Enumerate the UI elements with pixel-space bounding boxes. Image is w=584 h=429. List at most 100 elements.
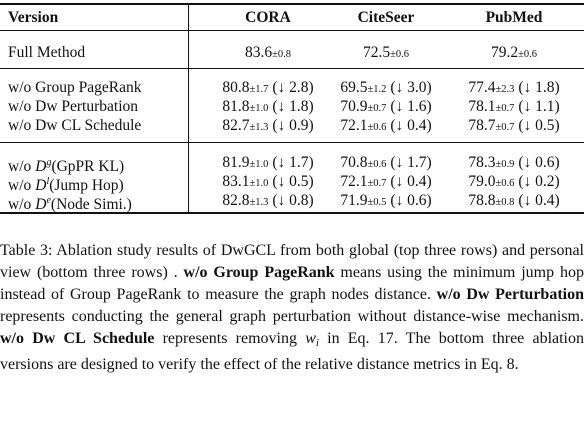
delta: (↓ 0.6) (390, 192, 432, 209)
mean: 83.6 (244, 44, 273, 61)
std: ±0.6 (367, 159, 387, 170)
std: ±1.0 (249, 159, 269, 170)
std: ±1.3 (249, 197, 269, 208)
caption: Table 3: Ablation study results of DwGCL… (0, 240, 584, 376)
mean: 79.0 (468, 173, 496, 190)
mean: 81.9 (222, 154, 250, 171)
mean: 80.8 (222, 79, 250, 96)
caption-plain: represents removing (154, 330, 306, 347)
delta: (↓ 1.8) (272, 98, 314, 115)
caption-plain: means using the minimum jump hop instead… (0, 264, 584, 303)
delta: (↓ 0.2) (518, 173, 560, 190)
caption-bold: w/o Dw Perturbation (436, 286, 584, 303)
value-cell: 69.5±1.2 (↓ 3.0) (340, 78, 431, 99)
std: ±0.7 (367, 103, 387, 114)
row-label: w/o Dw CL Schedule (8, 116, 141, 135)
row-label: w/o De(Node Simi.) (8, 191, 132, 214)
delta: (↓ 0.4) (518, 192, 560, 209)
column-rule (188, 68, 189, 142)
caption-bold: w/o Group PageRank (183, 264, 335, 281)
label-sup: g (46, 157, 52, 168)
std: ±1.7 (249, 84, 269, 95)
label-symbol: D (35, 196, 47, 213)
label-prefix: w/o (8, 158, 32, 175)
mean: 79.2 (490, 44, 519, 61)
std: ±0.6 (518, 49, 538, 60)
std: ±0.6 (390, 49, 410, 60)
delta: (↓ 0.5) (272, 173, 314, 190)
row-label: w/o Dg(GpPR KL) (8, 153, 124, 176)
mean: 78.7 (468, 117, 496, 134)
mean: 81.8 (222, 98, 250, 115)
value-cell: 72.1±0.6 (↓ 0.4) (340, 116, 431, 137)
mean: 82.8 (222, 192, 250, 209)
label-sup: l (46, 176, 50, 187)
delta: (↓ 1.8) (518, 79, 560, 96)
mean: 82.7 (222, 117, 250, 134)
mean: 70.9 (340, 98, 368, 115)
value-cell: 81.8±1.0 (↓ 1.8) (222, 97, 313, 118)
std: ±0.7 (495, 122, 515, 133)
std: ±0.6 (367, 122, 387, 133)
label-text: w/o Dw Perturbation (8, 98, 139, 115)
label-rest: (Jump Hop) (49, 177, 124, 194)
value-cell: 81.9±1.0 (↓ 1.7) (222, 153, 313, 174)
label-text: Full Method (8, 44, 86, 61)
mean: 72.1 (340, 173, 368, 190)
value-cell: 72.1±0.7 (↓ 0.4) (340, 172, 431, 193)
caption-italic: w (305, 330, 316, 347)
header-cell: CiteSeer (357, 9, 415, 26)
label-sup: e (46, 195, 51, 206)
delta: (↓ 2.8) (272, 79, 314, 96)
column-rule (188, 30, 189, 68)
delta: (↓ 3.0) (390, 79, 432, 96)
delta: (↓ 0.5) (518, 117, 560, 134)
std: ±0.7 (367, 178, 387, 189)
mean: 72.1 (340, 117, 368, 134)
label-text: w/o Group PageRank (8, 79, 142, 96)
mean: 71.9 (340, 192, 368, 209)
value-cell: 70.8±0.6 (↓ 1.7) (340, 153, 431, 174)
header-cell: CORA (245, 9, 291, 26)
row-label: w/o Dl(Jump Hop) (8, 172, 124, 195)
label-prefix: w/o (8, 196, 32, 213)
delta: (↓ 0.6) (518, 154, 560, 171)
label-prefix: w/o (8, 177, 32, 194)
value-cell: 80.8±1.7 (↓ 2.8) (222, 78, 313, 99)
mean: 78.3 (468, 154, 496, 171)
std: ±0.8 (495, 197, 515, 208)
delta: (↓ 1.6) (390, 98, 432, 115)
delta: (↓ 0.4) (390, 173, 432, 190)
header-cell: PubMed (485, 9, 543, 26)
caption-plain: in Eq. 17. The bottom three ablation ver… (0, 330, 584, 373)
value-cell: 78.7±0.7 (↓ 0.5) (468, 116, 559, 137)
std: ±1.0 (249, 103, 269, 114)
label-text: w/o Dw CL Schedule (8, 117, 142, 134)
std: ±1.3 (249, 122, 269, 133)
label-rest: (Node Simi.) (50, 196, 132, 213)
row-label: Full Method (8, 43, 85, 62)
value-cell: 78.1±0.7 (↓ 1.1) (468, 97, 559, 118)
delta: (↓ 0.4) (390, 117, 432, 134)
label-rest: (GpPR KL) (51, 158, 125, 175)
std: ±0.5 (367, 197, 387, 208)
value-cell: 72.5±0.6 (363, 43, 409, 64)
std: ±2.3 (495, 84, 515, 95)
delta: (↓ 1.1) (518, 98, 560, 115)
value-cell: 82.8±1.3 (↓ 0.8) (222, 191, 313, 212)
std: ±0.6 (495, 178, 515, 189)
value-cell: 77.4±2.3 (↓ 1.8) (468, 78, 559, 99)
row-label: w/o Group PageRank (8, 78, 141, 97)
column-rule (188, 4, 189, 30)
value-cell: 78.8±0.8 (↓ 0.4) (468, 191, 559, 212)
mean: 83.1 (222, 173, 250, 190)
mean: 78.8 (468, 192, 496, 209)
value-cell: 71.9±0.5 (↓ 0.6) (340, 191, 431, 212)
value-cell: 83.6±0.8 (245, 43, 291, 64)
mean: 70.8 (340, 154, 368, 171)
mean: 77.4 (468, 79, 496, 96)
caption-plain: represents conducting the general graph … (0, 308, 584, 325)
label-symbol: D (35, 158, 47, 175)
delta: (↓ 0.9) (272, 117, 314, 134)
std: ±0.7 (495, 103, 515, 114)
